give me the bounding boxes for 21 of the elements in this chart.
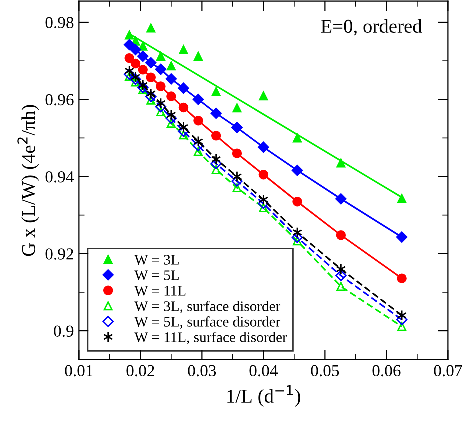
y-tick-label: 0.94 xyxy=(46,171,74,183)
y-tick-label: 0.9 xyxy=(54,326,74,338)
y-axis-title: G x (L/W) (4e$^{2}$/πh) xyxy=(18,105,40,256)
x-tick-label: 0.07 xyxy=(434,365,462,377)
x-axis-title: 1/L (d$^{−1}$) xyxy=(228,385,300,407)
y-tick-label: 0.98 xyxy=(46,17,74,29)
y-tick-label: 0.96 xyxy=(46,94,74,106)
x-tick-label: 0.05 xyxy=(311,365,340,377)
y-tick-label: 0.92 xyxy=(46,248,74,260)
x-tick-label: 0.04 xyxy=(250,365,278,377)
x-tick-label: 0.06 xyxy=(372,365,401,377)
legend-label: W = 11L, surface disorder xyxy=(134,332,288,344)
legend-label: W = 11L xyxy=(134,286,186,296)
x-tick-label: 0.01 xyxy=(65,365,93,377)
annotation: E=0, ordered xyxy=(321,19,422,36)
legend-label: W = 3L, surface disorder xyxy=(134,300,281,314)
x-tick-label: 0.03 xyxy=(188,365,216,377)
legend-label: W = 5L, surface disorder xyxy=(134,316,281,329)
x-tick-label: 0.02 xyxy=(126,365,154,377)
legend-label: W = 3L xyxy=(134,255,179,265)
legend-label: W = 5L xyxy=(134,270,179,280)
